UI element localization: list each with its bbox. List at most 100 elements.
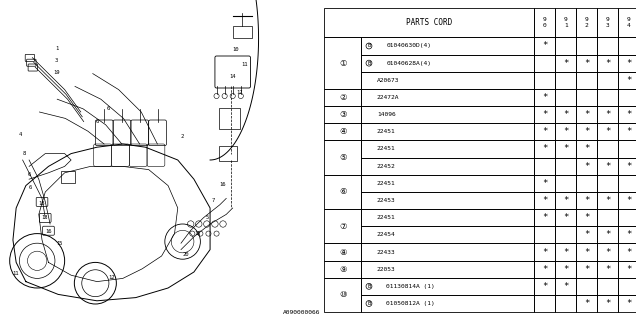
Bar [618,244,639,260]
Text: 14: 14 [230,74,236,79]
Text: 14096: 14096 [377,112,396,117]
Bar [577,209,597,226]
Text: *: * [626,110,632,119]
Text: *: * [542,42,548,51]
Text: 9
3: 9 3 [606,17,610,28]
Bar [324,37,361,89]
Text: 01050812A (1): 01050812A (1) [387,301,435,306]
Text: ①: ① [339,59,346,68]
Text: 15: 15 [56,241,63,246]
Bar [556,106,577,123]
Bar [361,244,534,260]
Bar [618,37,639,55]
Text: *: * [542,282,548,291]
Text: ④: ④ [339,127,346,136]
Bar [597,260,618,278]
Text: ⑩: ⑩ [339,291,346,300]
Text: *: * [584,162,589,171]
Text: *: * [626,230,632,239]
Bar [556,244,577,260]
Bar [324,260,361,278]
Bar [324,106,361,123]
Bar [577,157,597,175]
Text: 11: 11 [12,271,19,276]
Bar [556,89,577,106]
Bar [361,89,534,106]
Text: ⑦: ⑦ [339,222,346,231]
Text: *: * [563,282,568,291]
Bar [534,106,556,123]
Bar [577,278,597,295]
Text: 22472A: 22472A [377,95,399,100]
Text: 10: 10 [233,47,239,52]
Text: *: * [605,247,611,257]
Text: 22451: 22451 [377,129,396,134]
Bar [361,260,534,278]
Text: 6: 6 [29,185,33,190]
Bar [361,123,534,140]
Text: *: * [542,265,548,274]
Bar [577,295,597,312]
Text: *: * [626,299,632,308]
Bar [618,226,639,244]
Text: *: * [542,213,548,222]
Bar [597,157,618,175]
Bar [597,226,618,244]
Bar [577,226,597,244]
Text: 01130814A (1): 01130814A (1) [387,284,435,289]
Bar [577,123,597,140]
Bar [618,8,639,37]
Text: *: * [542,127,548,136]
Bar [618,89,639,106]
Text: *: * [542,93,548,102]
Bar [534,278,556,295]
Bar [361,140,534,157]
Text: 22451: 22451 [377,215,396,220]
Text: 13: 13 [42,215,48,220]
Bar [361,157,534,175]
Bar [556,123,577,140]
Text: 4: 4 [19,132,22,137]
Bar [597,72,618,89]
Text: 9
1: 9 1 [564,17,568,28]
Bar [597,175,618,192]
Bar [324,278,361,312]
Bar [534,89,556,106]
Bar [361,106,534,123]
Text: 11: 11 [241,61,247,67]
Text: 6: 6 [95,119,99,124]
Bar [597,8,618,37]
Text: 22452: 22452 [377,164,396,169]
Bar [361,175,534,192]
Bar [597,55,618,72]
Bar [361,192,534,209]
Bar [618,260,639,278]
Text: *: * [626,196,632,205]
Text: 22454: 22454 [377,232,396,237]
Text: *: * [626,265,632,274]
Text: *: * [605,265,611,274]
Bar [324,175,361,209]
Text: *: * [563,196,568,205]
Bar [534,209,556,226]
Bar [577,8,597,37]
Text: *: * [605,162,611,171]
Text: *: * [605,230,611,239]
Bar [618,278,639,295]
Bar [361,278,534,295]
Bar [597,106,618,123]
Text: 18: 18 [38,201,45,206]
Text: *: * [563,110,568,119]
Text: 9
0: 9 0 [543,17,547,28]
Text: *: * [605,110,611,119]
Text: *: * [584,213,589,222]
Text: *: * [626,162,632,171]
Text: 01040630D(4): 01040630D(4) [387,44,431,48]
Bar [534,140,556,157]
Bar [618,209,639,226]
Text: *: * [563,213,568,222]
Text: 9
2: 9 2 [585,17,589,28]
Text: *: * [584,299,589,308]
Bar [618,106,639,123]
Bar [618,175,639,192]
